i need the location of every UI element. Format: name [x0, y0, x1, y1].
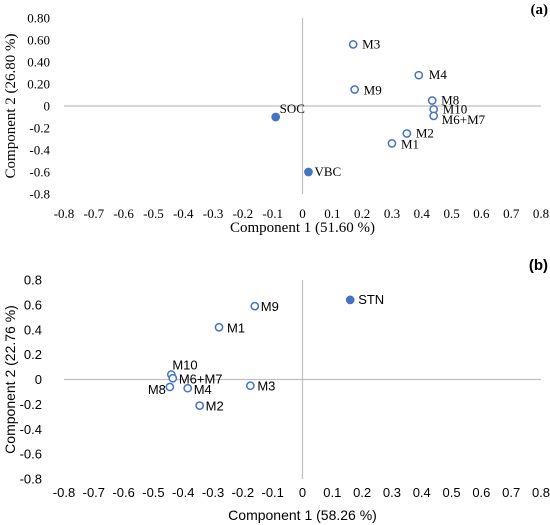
x-tick-label: 0.7 [502, 485, 520, 500]
y-tick-label: 0 [44, 99, 51, 114]
data-point-m4 [414, 70, 424, 80]
y-tick-label: 0.60 [27, 33, 50, 48]
data-point-m2 [195, 401, 204, 410]
x-tick-label: 0.7 [503, 206, 520, 221]
y-tick-label: 0 [35, 372, 42, 387]
point-label: M3 [257, 379, 275, 394]
data-point-m3 [348, 40, 358, 49]
data-point-m6-m7 [429, 111, 439, 121]
y-tick-label: 0.20 [27, 77, 50, 92]
panel-label: (b) [529, 257, 548, 274]
x-tick-label: 0.8 [532, 485, 550, 500]
x-axis-title: Component 1 (58.26 %) [228, 507, 377, 523]
x-tick-label: -0.2 [233, 206, 254, 221]
point-label: M2 [416, 126, 434, 141]
x-tick-label: 0.1 [324, 206, 340, 221]
point-label: STN [358, 292, 384, 307]
y-tick-label: -0.4 [20, 422, 42, 437]
data-point-m8 [427, 96, 437, 105]
data-point-soc [271, 112, 281, 122]
point-label: M2 [206, 399, 224, 414]
data-point-m9 [250, 301, 260, 311]
y-tick-label: -0.8 [29, 187, 50, 202]
y-tick-label: 0.80 [27, 11, 50, 26]
point-label: SOC [280, 101, 305, 116]
x-tick-label: -0.8 [53, 485, 75, 500]
data-point-vbc [304, 167, 313, 177]
y-axis-title: Component 2 (22.76 %) [2, 305, 18, 454]
y-tick-label: 0.2 [24, 347, 42, 362]
x-tick-label: 0.2 [354, 206, 370, 221]
data-point-m6-m7 [168, 373, 178, 383]
x-tick-label: 0.3 [384, 206, 400, 221]
panel-label: (a) [531, 2, 549, 18]
point-label: M10 [443, 101, 468, 116]
x-tick-label: -0.5 [142, 485, 164, 500]
y-tick-label: -0.8 [20, 472, 42, 487]
point-label: M6+M7 [442, 112, 486, 127]
x-tick-label: -0.8 [54, 206, 75, 221]
x-tick-label: 0 [299, 485, 306, 500]
y-axis-title: Component 2 (26.80 %) [3, 34, 19, 179]
y-tick-label: -0.6 [29, 165, 50, 180]
point-label: M6+M7 [179, 371, 223, 386]
point-label: M4 [429, 67, 448, 82]
x-tick-label: 0.6 [472, 485, 490, 500]
x-tick-label: -0.1 [261, 485, 283, 500]
x-tick-label: -0.4 [172, 485, 194, 500]
point-label: M8 [441, 93, 459, 108]
x-tick-label: -0.2 [232, 485, 254, 500]
data-point-m8 [165, 382, 175, 392]
x-tick-label: 0.5 [443, 485, 461, 500]
point-label: VBC [314, 164, 341, 179]
x-tick-label: 0.1 [323, 485, 341, 500]
y-tick-label: 0.4 [24, 322, 42, 337]
x-tick-label: -0.3 [203, 206, 224, 221]
x-tick-label: 0.5 [443, 206, 459, 221]
point-label: M1 [401, 136, 419, 151]
x-tick-label: -0.6 [113, 206, 134, 221]
x-tick-label: 0 [299, 206, 306, 221]
chart-panel-a: -0.8 -0.7 -0.6 -0.5 -0.4 -0.3 -0.2 -0.1 0 0.1 0.2 0… [3, 2, 549, 236]
y-tick-label: -0.2 [20, 397, 42, 412]
y-tick-label: -0.2 [29, 121, 50, 136]
y-tick-label: 0.6 [24, 297, 42, 312]
data-point-m1 [387, 139, 397, 148]
point-label: M3 [362, 36, 380, 51]
x-tick-label: -0.1 [262, 206, 283, 221]
data-point-m1 [214, 322, 224, 332]
x-tick-label: 0.4 [413, 485, 431, 500]
x-tick-label: -0.6 [112, 485, 134, 500]
data-point-stn [345, 295, 355, 305]
chart-panel-b: -0.8 -0.7 -0.6 -0.5 -0.4 -0.3 -0.2 -0.1 0 0.1 0.2 0… [2, 257, 550, 523]
data-point-m4 [183, 383, 193, 393]
point-label: M9 [261, 299, 279, 314]
x-axis-title: Component 1 (51.60 %) [230, 220, 375, 236]
x-tick-label: 0.8 [533, 206, 549, 221]
point-label: M9 [364, 83, 382, 98]
y-tick-label: 0.8 [24, 273, 42, 288]
y-tick-label: -0.4 [29, 143, 50, 158]
data-point-m2 [402, 129, 412, 138]
point-label: M8 [148, 382, 166, 397]
data-point-m3 [245, 381, 255, 391]
x-tick-label: -0.3 [202, 485, 224, 500]
y-tick-label: -0.6 [20, 447, 42, 462]
x-tick-label: -0.4 [173, 206, 194, 221]
x-tick-label: 0.2 [353, 485, 371, 500]
x-tick-label: 0.4 [414, 206, 431, 221]
x-tick-label: -0.5 [143, 206, 164, 221]
point-label: M4 [194, 382, 212, 397]
x-tick-label: 0.3 [383, 485, 401, 500]
data-point-m9 [350, 85, 360, 94]
point-label: M10 [172, 358, 197, 373]
y-tick-label: 0.40 [27, 55, 50, 70]
point-label: M1 [227, 320, 245, 335]
x-tick-label: -0.7 [84, 206, 105, 221]
x-tick-label: 0.6 [473, 206, 490, 221]
x-tick-label: -0.7 [83, 485, 105, 500]
